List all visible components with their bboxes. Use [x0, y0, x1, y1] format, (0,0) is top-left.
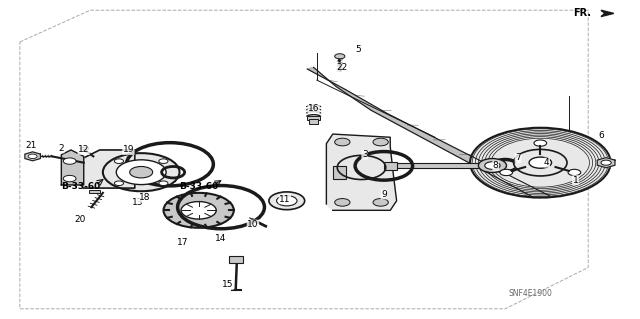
Text: 18: 18: [139, 193, 150, 202]
Circle shape: [269, 192, 305, 210]
Circle shape: [276, 196, 297, 206]
Bar: [333, 166, 346, 179]
Text: 4: 4: [544, 158, 550, 167]
Bar: [309, 119, 318, 123]
Circle shape: [373, 138, 388, 146]
Text: 13: 13: [132, 198, 144, 207]
Text: 11: 11: [279, 195, 291, 204]
Circle shape: [159, 181, 168, 186]
Circle shape: [500, 169, 513, 175]
Text: 3: 3: [362, 150, 367, 159]
Text: 1: 1: [573, 176, 579, 185]
Text: 7: 7: [515, 153, 521, 162]
Text: 8: 8: [493, 161, 499, 170]
Text: 17: 17: [177, 238, 188, 247]
Text: 20: 20: [75, 215, 86, 224]
Text: 12: 12: [78, 145, 90, 154]
Polygon shape: [326, 134, 397, 210]
Text: 19: 19: [123, 145, 134, 154]
Polygon shape: [597, 158, 615, 168]
Text: 14: 14: [215, 234, 227, 243]
Text: B-33-60: B-33-60: [179, 182, 219, 191]
Text: B-33-60: B-33-60: [61, 182, 100, 191]
Bar: [390, 163, 486, 168]
Polygon shape: [84, 150, 135, 188]
Circle shape: [335, 138, 350, 146]
Circle shape: [63, 158, 76, 164]
Circle shape: [514, 149, 567, 176]
Circle shape: [335, 198, 350, 206]
Text: 9: 9: [381, 190, 387, 199]
Circle shape: [601, 160, 611, 165]
Circle shape: [181, 202, 216, 219]
Circle shape: [484, 162, 500, 169]
Text: 10: 10: [247, 220, 259, 229]
Polygon shape: [25, 152, 40, 161]
Bar: [307, 116, 320, 120]
Circle shape: [529, 157, 552, 168]
Text: FR.: FR.: [573, 8, 591, 19]
Polygon shape: [307, 67, 550, 197]
Circle shape: [159, 159, 168, 163]
Circle shape: [115, 181, 124, 186]
Bar: [89, 190, 100, 194]
Circle shape: [130, 167, 153, 178]
Text: 16: 16: [308, 104, 319, 113]
Text: SNF4E1900: SNF4E1900: [508, 289, 552, 298]
Polygon shape: [601, 10, 614, 17]
Circle shape: [28, 154, 37, 159]
Text: 5: 5: [355, 45, 361, 55]
Bar: [229, 256, 243, 263]
Text: 6: 6: [598, 131, 604, 140]
Circle shape: [470, 128, 611, 197]
Circle shape: [335, 54, 345, 59]
Text: 2: 2: [58, 144, 64, 153]
Circle shape: [103, 153, 179, 191]
Circle shape: [373, 198, 388, 206]
Circle shape: [63, 175, 76, 182]
Circle shape: [116, 160, 166, 185]
Circle shape: [568, 169, 580, 175]
Circle shape: [164, 193, 234, 228]
Text: 15: 15: [221, 280, 233, 289]
Polygon shape: [61, 150, 84, 185]
Text: 21: 21: [26, 141, 37, 150]
Circle shape: [534, 140, 547, 146]
Circle shape: [478, 159, 506, 173]
Text: 22: 22: [337, 63, 348, 72]
Bar: [80, 147, 88, 149]
Circle shape: [115, 159, 124, 163]
Bar: [384, 162, 397, 170]
